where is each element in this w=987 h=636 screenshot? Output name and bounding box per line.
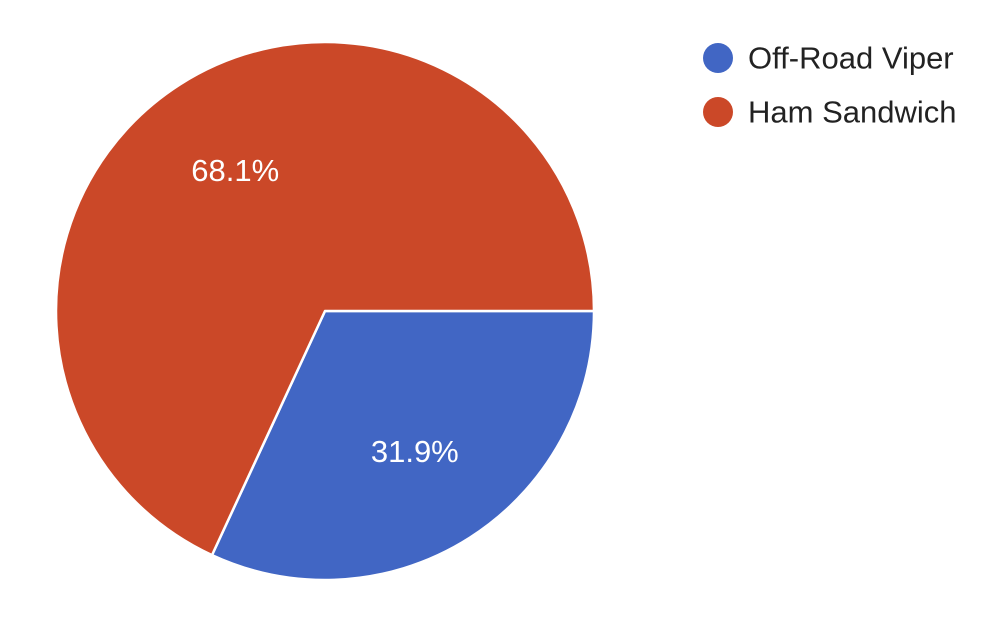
legend: Off-Road Viper Ham Sandwich [703, 41, 956, 130]
pie-slice-1 [54, 40, 596, 557]
legend-item: Off-Road Viper [703, 41, 954, 76]
pie-slice-labels: 31.9% 68.1% [191, 153, 459, 469]
slice-data-label: 31.9% [371, 434, 459, 469]
legend-item: Ham Sandwich [703, 95, 956, 130]
legend-swatch [703, 97, 733, 127]
legend-label: Off-Road Viper [748, 41, 954, 76]
legend-label: Ham Sandwich [748, 95, 956, 130]
slice-data-label: 68.1% [191, 153, 279, 188]
pie-slice-0 [210, 309, 596, 582]
legend-swatch [703, 43, 733, 73]
pie-slices [54, 40, 596, 582]
